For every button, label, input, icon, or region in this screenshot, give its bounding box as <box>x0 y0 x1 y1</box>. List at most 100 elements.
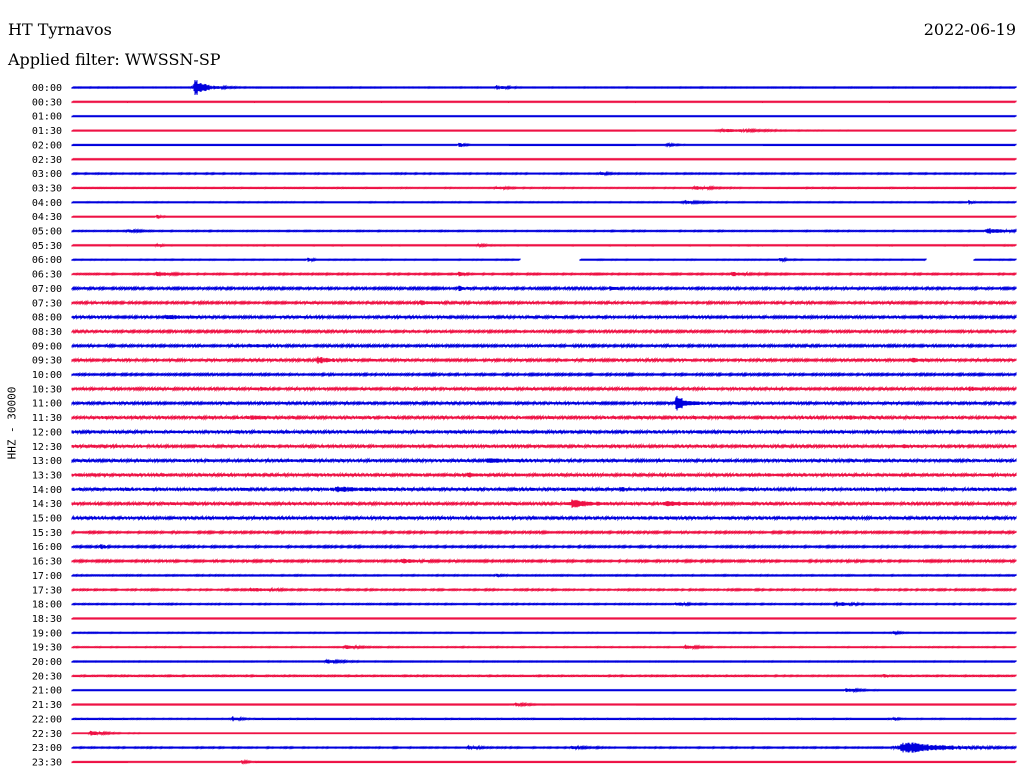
row-time-label: 12:30 <box>32 442 62 453</box>
row-time-label: 20:30 <box>32 671 62 682</box>
seismic-trace-1830 <box>71 616 1017 620</box>
row-time-label: 16:30 <box>32 557 62 568</box>
row-time-label: 10:00 <box>32 370 62 381</box>
row-time-label: 15:00 <box>32 514 62 525</box>
row-time-label: 18:30 <box>32 614 62 625</box>
row-time-label: 21:30 <box>32 700 62 711</box>
row-time-label: 16:00 <box>32 542 62 553</box>
row-time-label: 11:00 <box>32 399 62 410</box>
seismic-trace-0930 <box>71 356 1017 364</box>
row-time-label: 21:00 <box>32 686 62 697</box>
seismic-trace-1230 <box>71 442 1017 450</box>
seismic-trace-1530 <box>71 529 1017 536</box>
seismic-trace-1900 <box>71 630 1017 636</box>
seismic-trace-0400 <box>71 199 1017 206</box>
row-time-label: 19:30 <box>32 643 62 654</box>
row-time-label: 04:30 <box>32 212 62 223</box>
seismic-trace-1800 <box>71 601 1017 607</box>
row-time-label: 17:00 <box>32 571 62 582</box>
row-time-label: 22:30 <box>32 729 62 740</box>
seismic-trace-0900 <box>71 342 1017 349</box>
seismic-trace-0700 <box>71 285 1017 292</box>
row-time-label: 05:30 <box>32 241 62 252</box>
row-time-label: 15:30 <box>32 528 62 539</box>
seismic-trace-0830 <box>71 328 1017 335</box>
row-time-label: 23:30 <box>32 757 62 768</box>
row-time-label: 13:30 <box>32 470 62 481</box>
seismic-trace-1300 <box>71 457 1017 464</box>
seismic-trace-0100 <box>71 114 1017 118</box>
row-time-label: 09:30 <box>32 356 62 367</box>
seismic-trace-0230 <box>71 157 1017 161</box>
seismic-trace-2330 <box>71 758 1017 765</box>
row-time-label: 10:30 <box>32 384 62 395</box>
seismic-trace-1700 <box>71 573 1017 578</box>
row-time-label: 05:00 <box>32 227 62 238</box>
seismic-trace-1930 <box>71 643 1017 651</box>
filter-label: Applied filter: WWSSN-SP <box>8 50 221 69</box>
row-time-label: 02:30 <box>32 155 62 166</box>
row-time-label: 07:30 <box>32 298 62 309</box>
row-time-label: 06:30 <box>32 270 62 281</box>
row-time-label: 08:00 <box>32 313 62 324</box>
seismic-trace-2000 <box>71 658 1017 665</box>
seismic-trace-0430 <box>71 214 1017 220</box>
seismic-trace-2230 <box>71 730 1017 736</box>
row-time-label: 14:30 <box>32 499 62 510</box>
seismic-trace-0200 <box>71 141 1017 148</box>
row-time-label: 11:30 <box>32 413 62 424</box>
row-time-label: 13:00 <box>32 456 62 467</box>
seismic-trace-1100 <box>71 395 1017 411</box>
seismic-trace-2100 <box>71 687 1017 694</box>
seismic-trace-2130 <box>71 701 1017 708</box>
row-time-label: 00:00 <box>32 83 62 94</box>
row-time-label: 14:00 <box>32 485 62 496</box>
row-time-label: 17:30 <box>32 585 62 596</box>
seismic-trace-0030 <box>71 100 1017 104</box>
seismic-trace-0630 <box>71 270 1017 278</box>
seismic-trace-1600 <box>71 543 1017 550</box>
seismic-trace-0530 <box>71 242 1017 249</box>
row-time-label: 23:00 <box>32 743 62 754</box>
seismic-trace-2030 <box>71 673 1017 679</box>
seismic-trace-0600 <box>71 256 1017 263</box>
seismic-trace-1130 <box>71 414 1017 421</box>
seismic-trace-2200 <box>71 715 1017 722</box>
row-time-label: 22:00 <box>32 714 62 725</box>
seismic-trace-1730 <box>71 586 1017 593</box>
row-time-label: 03:00 <box>32 169 62 180</box>
row-time-label: 12:00 <box>32 427 62 438</box>
seismic-trace-1430 <box>71 499 1017 508</box>
row-time-label: 03:30 <box>32 183 62 194</box>
row-time-label: 01:30 <box>32 126 62 137</box>
seismic-trace-0000 <box>71 79 1017 96</box>
row-time-label: 06:00 <box>32 255 62 266</box>
seismic-trace-1330 <box>71 471 1017 479</box>
row-time-label: 20:00 <box>32 657 62 668</box>
row-time-label: 01:00 <box>32 112 62 123</box>
seismic-trace-1400 <box>71 485 1017 493</box>
seismic-trace-0800 <box>71 313 1017 321</box>
seismic-trace-1000 <box>71 371 1017 378</box>
seismic-trace-1630 <box>71 558 1017 565</box>
seismic-trace-0500 <box>71 227 1017 235</box>
seismic-trace-1200 <box>71 428 1017 436</box>
seismic-trace-0130 <box>71 127 1017 134</box>
seismic-trace-0730 <box>71 299 1017 306</box>
seismic-trace-0330 <box>71 184 1017 191</box>
row-time-label: 19:00 <box>32 628 62 639</box>
seismic-trace-1030 <box>71 385 1017 393</box>
row-time-label: 18:00 <box>32 600 62 611</box>
date-label: 2022-06-19 <box>923 20 1016 39</box>
row-time-label: 02:00 <box>32 140 62 151</box>
seismic-trace-1500 <box>71 514 1017 522</box>
row-time-label: 07:00 <box>32 284 62 295</box>
row-time-label: 04:00 <box>32 198 62 209</box>
row-time-label: 08:30 <box>32 327 62 338</box>
row-time-label: 00:30 <box>32 97 62 108</box>
row-time-label: 09:00 <box>32 341 62 352</box>
station-title: HT Tyrnavos <box>8 20 112 39</box>
seismic-trace-2300 <box>71 742 1017 753</box>
seismic-trace-0300 <box>71 170 1017 177</box>
